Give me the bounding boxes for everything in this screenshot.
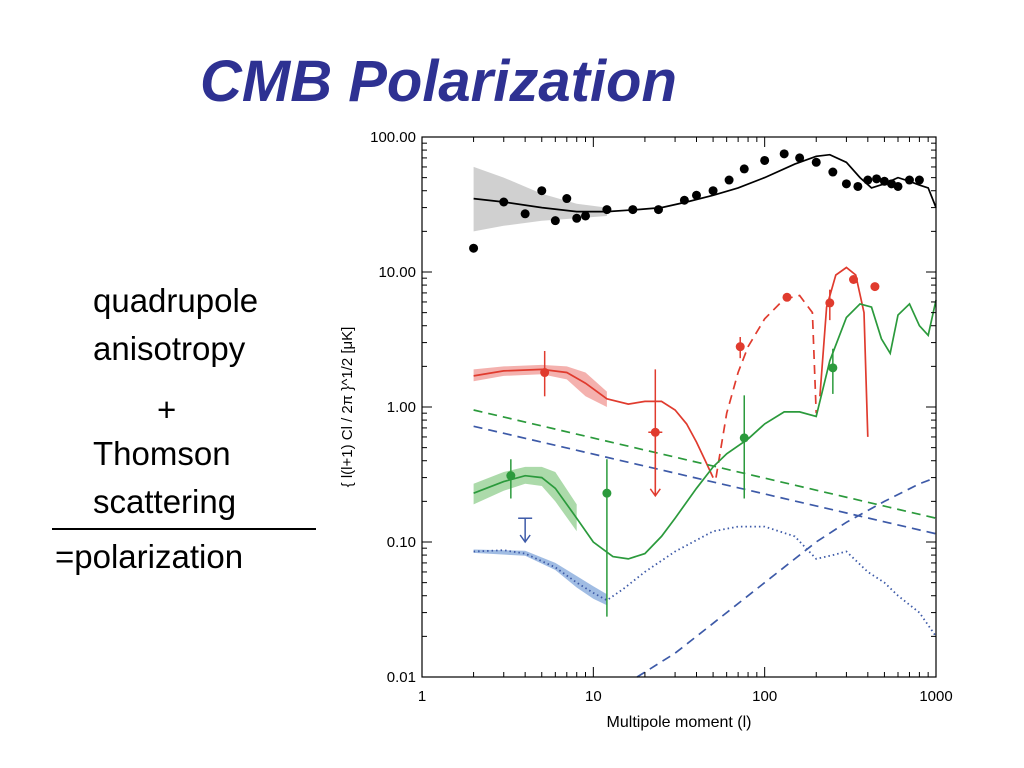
y-tick-label: 100.00 xyxy=(370,129,416,146)
te_data-point xyxy=(540,368,550,378)
te_data-point xyxy=(735,342,745,352)
tt_data-point xyxy=(708,186,718,196)
bb_band-band xyxy=(473,549,607,606)
divider-line xyxy=(52,528,316,530)
x-tick-label: 100 xyxy=(752,688,777,705)
foreground_bb-line xyxy=(473,425,937,535)
tt_data-point xyxy=(863,175,873,185)
tt_data-point xyxy=(841,179,851,189)
tt_data-point xyxy=(828,167,838,177)
x-tick-label: 1 xyxy=(418,688,426,705)
tt_data-point xyxy=(691,190,701,200)
x-tick-label: 1000 xyxy=(919,688,952,705)
tt_model-line xyxy=(473,153,937,213)
tt_data-point xyxy=(893,181,903,191)
tt_band-band xyxy=(473,166,607,232)
tt_data-point xyxy=(550,216,560,226)
tt_data-point xyxy=(904,175,914,185)
text-quadrupole: quadrupole xyxy=(93,282,259,319)
bb_model-line xyxy=(473,525,937,637)
tt_data-point xyxy=(537,186,547,196)
ee_model-line xyxy=(473,299,937,560)
te_model_hi-line xyxy=(819,266,869,437)
tt_data-point xyxy=(520,209,530,219)
text-anisotropy: anisotropy xyxy=(93,330,246,367)
tt_data-point xyxy=(760,155,770,165)
tt_data-point xyxy=(679,195,689,205)
tt_data-point xyxy=(469,243,479,253)
bb_lensing-line xyxy=(636,476,937,678)
te_model_abs-line xyxy=(715,294,818,478)
slide-title: CMB Polarization xyxy=(200,49,677,114)
ee_data-point xyxy=(602,488,612,498)
x-axis-label: Multipole moment (l) xyxy=(607,714,752,731)
tt_data-point xyxy=(739,164,749,174)
tt_data-point xyxy=(580,211,590,221)
tt_data-point xyxy=(853,181,863,191)
tt_data-point xyxy=(914,175,924,185)
y-tick-label: 10.00 xyxy=(378,264,416,281)
text-plus: + xyxy=(157,391,177,428)
tt_data-point xyxy=(572,213,582,223)
te_data-point xyxy=(825,298,835,308)
y-axis-label: { l(l+1) Cl / 2π }^1/2 [μK] xyxy=(339,327,356,488)
te_limit-arrowhead xyxy=(649,488,661,498)
te_data-point xyxy=(870,282,880,292)
ee_data-point xyxy=(828,363,838,373)
tt_data-point xyxy=(602,205,612,215)
ee_data-point xyxy=(739,433,749,443)
text-polarization: =polarization xyxy=(55,538,244,575)
tt_data-point xyxy=(872,174,882,184)
tt_data-point xyxy=(779,149,789,159)
ee_data-point xyxy=(506,471,516,481)
tt_data-point xyxy=(628,205,638,215)
y-tick-label: 0.10 xyxy=(387,534,416,551)
te_data-point xyxy=(782,292,792,302)
tt_data-point xyxy=(562,194,572,204)
y-tick-label: 0.01 xyxy=(387,669,416,686)
foreground_ee-line xyxy=(473,409,937,520)
tt_data-point xyxy=(795,153,805,163)
te_band-band xyxy=(473,364,607,407)
tt_data-point xyxy=(811,157,821,167)
tt_data-point xyxy=(653,205,663,215)
tt_data-point xyxy=(724,175,734,185)
x-tick-label: 10 xyxy=(585,688,602,705)
text-thomson: Thomson xyxy=(93,435,231,472)
bb_limit-arrowhead xyxy=(519,534,531,544)
text-scattering: scattering xyxy=(93,483,237,520)
te_data-point xyxy=(849,274,859,284)
cmb-chart: 1 10 100 1000 0.01 0.10 1.00 10.00 100.00 Multip… xyxy=(339,129,953,731)
y-tick-label: 1.00 xyxy=(387,399,416,416)
tt_data-point xyxy=(879,176,889,186)
tt_data-point xyxy=(499,197,509,207)
